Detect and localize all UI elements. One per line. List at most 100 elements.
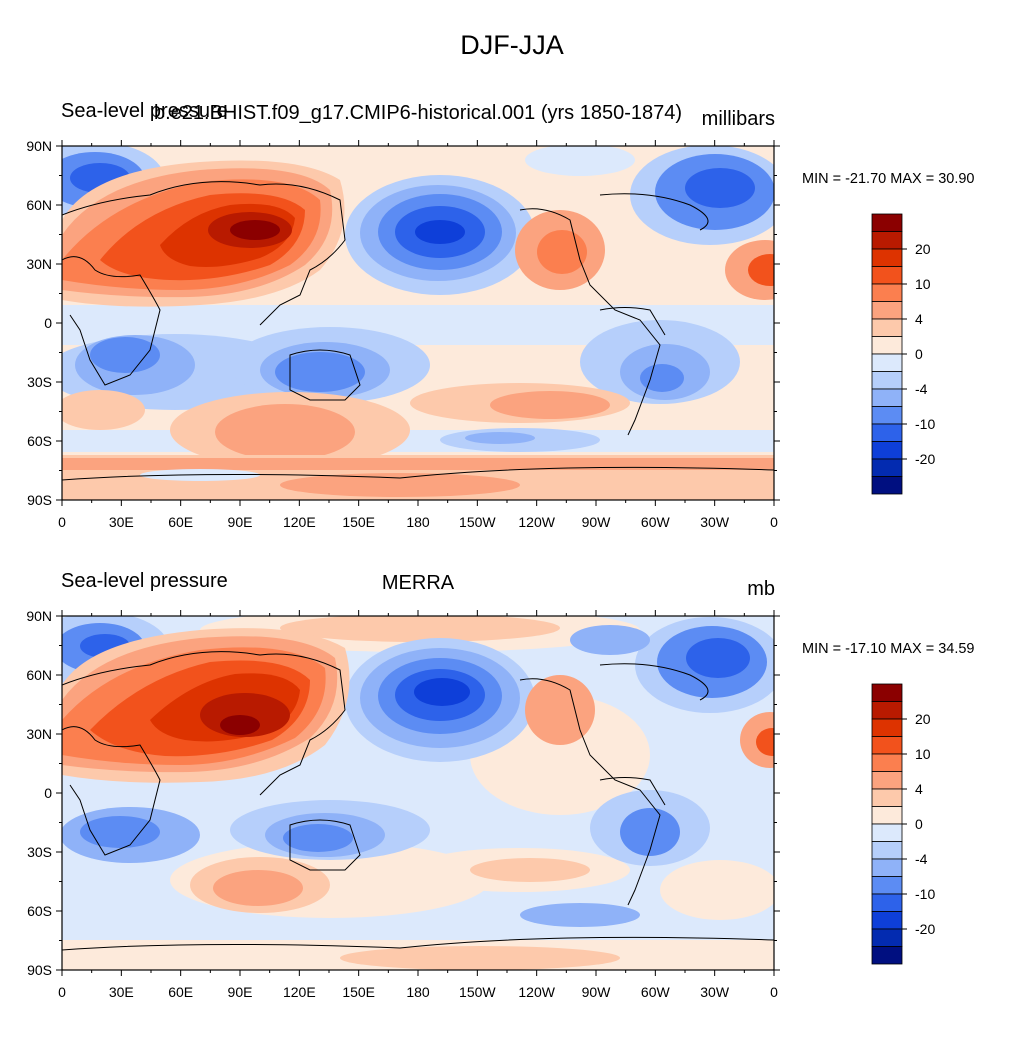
map-plot-model: 90N 60N 30N 0 30S 60S 90S 0 30E 60E 90E 120E 150E 180… xyxy=(26,138,780,530)
colorbar-label: 0 xyxy=(915,346,923,362)
lon-tick-label: 60E xyxy=(168,514,193,530)
colorbar-swatch xyxy=(871,736,903,755)
colorbar-swatch xyxy=(871,476,903,495)
colorbar-label: 0 xyxy=(915,816,923,832)
colorbar-label: 4 xyxy=(915,781,923,797)
colorbar-swatch xyxy=(871,231,903,250)
colorbar-swatch xyxy=(871,266,903,285)
lat-tick-label: 60S xyxy=(27,433,52,449)
panel-left-label: Sea-level pressure xyxy=(61,570,228,592)
colorbar-swatch xyxy=(871,858,903,877)
colorbar-swatch xyxy=(871,336,903,355)
lat-tick-label: 0 xyxy=(44,785,52,801)
lat-tick-label: 30S xyxy=(27,374,52,390)
lon-tick-label: 120W xyxy=(518,514,555,530)
lon-tick-label: 180 xyxy=(406,514,430,530)
colorbar-swatch xyxy=(871,753,903,772)
colorbar-label: 10 xyxy=(915,746,931,762)
colorbar-swatch xyxy=(871,318,903,337)
colorbar-label: -20 xyxy=(915,451,935,467)
lon-tick-label: 0 xyxy=(770,984,778,1000)
panel-center-label: b.e21.BHIST.f09_g17.CMIP6-historical.001… xyxy=(153,102,683,124)
lon-tick-label: 0 xyxy=(58,984,66,1000)
lon-tick-label: 150E xyxy=(342,984,375,1000)
lon-tick-label: 60E xyxy=(168,984,193,1000)
lon-tick-label: 150W xyxy=(459,984,496,1000)
colorbar-obs: 20 10 4 0 -4 -10 -20 xyxy=(871,683,935,965)
lat-tick-label: 90N xyxy=(26,138,52,154)
colorbar-swatch xyxy=(871,911,903,930)
lat-tick-label: 30N xyxy=(26,726,52,742)
panel-units-label: millibars xyxy=(701,108,775,130)
min-max-label: MIN = -17.10 MAX = 34.59 xyxy=(802,641,975,657)
colorbar-label: -4 xyxy=(915,381,928,397)
colorbar-swatch xyxy=(871,788,903,807)
colorbar-label: -20 xyxy=(915,921,935,937)
lon-tick-label: 90E xyxy=(228,514,253,530)
lon-tick-label: 30E xyxy=(109,984,134,1000)
colorbar-label: 4 xyxy=(915,311,923,327)
colorbar-swatch xyxy=(871,213,903,232)
panel-left-label: Sea-level pressure xyxy=(61,100,228,122)
colorbar-model: 20 10 4 0 -4 -10 -20 xyxy=(871,213,935,495)
coastlines-obs xyxy=(62,651,774,951)
colorbar-swatch xyxy=(871,423,903,442)
colorbar-label: -10 xyxy=(915,416,935,432)
colorbar-swatch xyxy=(871,876,903,895)
coastlines-model xyxy=(62,181,774,481)
panel-units-label: mb xyxy=(747,578,775,600)
lon-tick-label: 120W xyxy=(518,984,555,1000)
colorbar-swatch xyxy=(871,806,903,825)
colorbar-label: 20 xyxy=(915,711,931,727)
colorbar-swatch xyxy=(871,248,903,267)
lon-tick-label: 30W xyxy=(700,514,730,530)
colorbar-swatch xyxy=(871,946,903,965)
colorbar-swatch xyxy=(871,283,903,302)
lon-tick-label: 30E xyxy=(109,514,134,530)
colorbar-label: -4 xyxy=(915,851,928,867)
lon-tick-label: 90W xyxy=(582,984,612,1000)
colorbar-swatch xyxy=(871,823,903,842)
lat-tick-label: 30N xyxy=(26,256,52,272)
colorbar-swatch xyxy=(871,893,903,912)
slp-field-obs xyxy=(62,616,774,970)
colorbar-swatch xyxy=(871,406,903,425)
colorbar-swatch xyxy=(871,683,903,702)
lat-tick-label: 60S xyxy=(27,903,52,919)
colorbar-swatch xyxy=(871,718,903,737)
map-panel-obs: 90N 60N 30N 0 30S 60S 90S 0 30E 60E 90E 120E 150E 180… xyxy=(0,570,1024,1040)
colorbar-swatch xyxy=(871,301,903,320)
lon-tick-label: 90W xyxy=(582,514,612,530)
lat-tick-label: 90S xyxy=(27,492,52,508)
colorbar-swatch xyxy=(871,371,903,390)
colorbar-swatch xyxy=(871,388,903,407)
lat-tick-label: 90S xyxy=(27,962,52,978)
lon-tick-label: 30W xyxy=(700,984,730,1000)
lat-tick-label: 90N xyxy=(26,608,52,624)
lat-tick-label: 60N xyxy=(26,197,52,213)
colorbar-swatch xyxy=(871,771,903,790)
axis-ticks-obs: 90N 60N 30N 0 30S 60S 90S 0 30E 60E 90E 120E 150E 180… xyxy=(26,608,780,1000)
colorbar-swatch xyxy=(871,353,903,372)
colorbar-label: 20 xyxy=(915,241,931,257)
lon-tick-label: 60W xyxy=(641,514,671,530)
lon-tick-label: 150W xyxy=(459,514,496,530)
lon-tick-label: 180 xyxy=(406,984,430,1000)
figure-title: DJF-JJA xyxy=(460,30,564,60)
lon-tick-label: 0 xyxy=(58,514,66,530)
lon-tick-label: 150E xyxy=(342,514,375,530)
map-plot-obs: 90N 60N 30N 0 30S 60S 90S 0 30E 60E 90E 120E 150E 180… xyxy=(26,608,780,1000)
lon-tick-label: 60W xyxy=(641,984,671,1000)
min-max-label: MIN = -21.70 MAX = 30.90 xyxy=(802,171,975,187)
map-panel-model: 90N 60N 30N 0 30S 60S 90S 0 30E 60E 90E 120E 150E 180… xyxy=(0,100,1024,570)
slp-field-model xyxy=(62,146,774,500)
lon-tick-label: 0 xyxy=(770,514,778,530)
lon-tick-label: 90E xyxy=(228,984,253,1000)
axis-ticks-model: 90N 60N 30N 0 30S 60S 90S 0 30E 60E 90E 120E 150E 180… xyxy=(26,138,780,530)
lat-tick-label: 60N xyxy=(26,667,52,683)
colorbar-swatch xyxy=(871,841,903,860)
lat-tick-label: 30S xyxy=(27,844,52,860)
colorbar-swatch xyxy=(871,458,903,477)
colorbar-swatch xyxy=(871,701,903,720)
lon-tick-label: 120E xyxy=(283,984,316,1000)
